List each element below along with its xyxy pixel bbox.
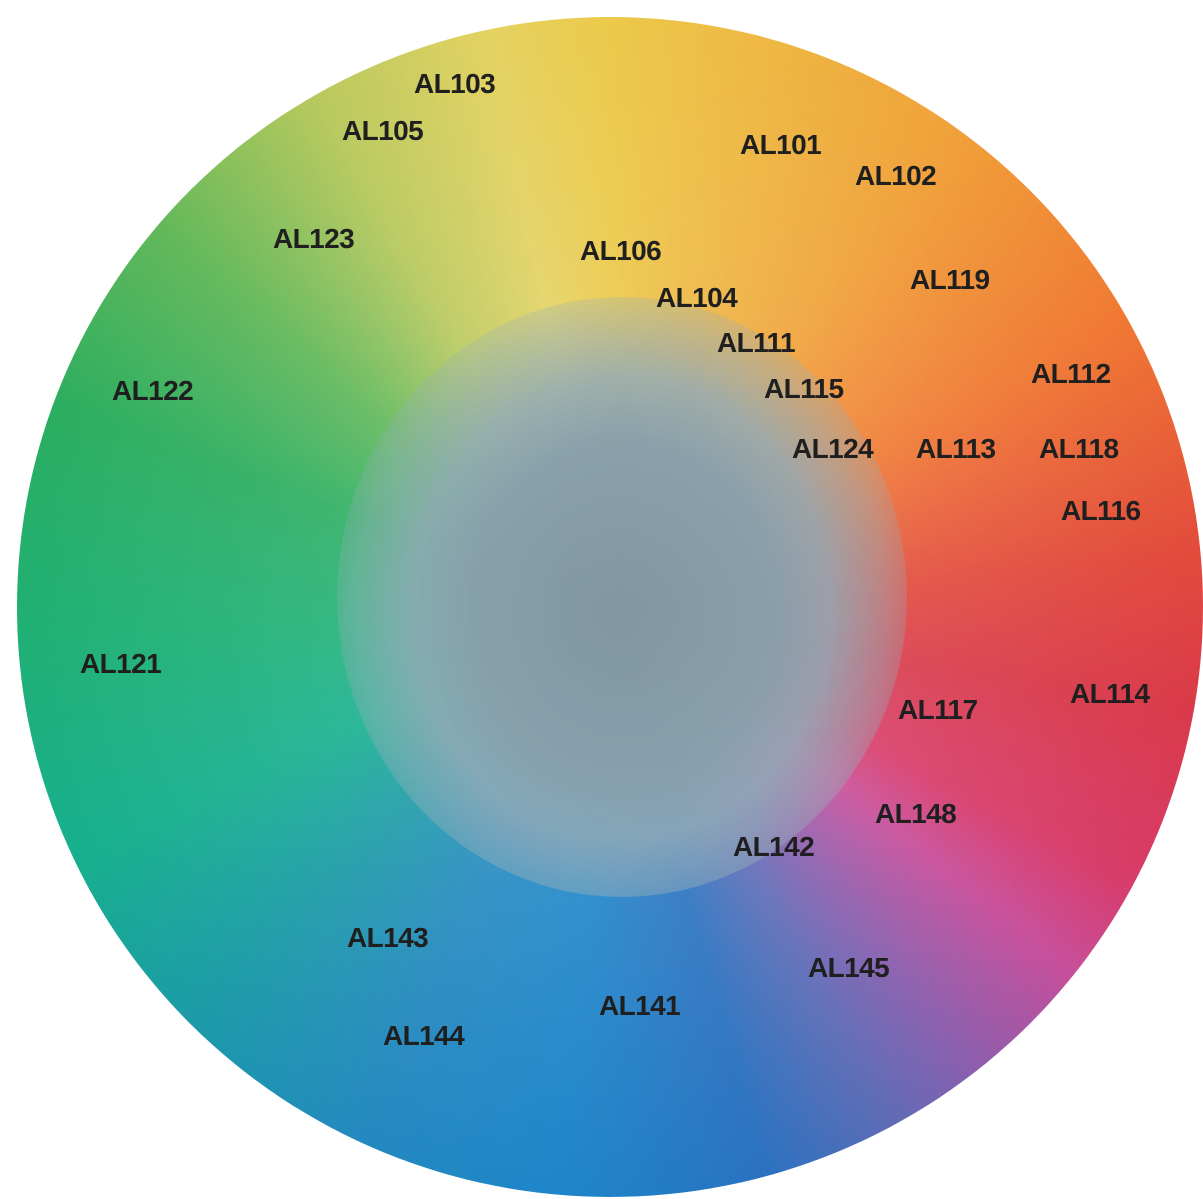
label-al118: AL118: [1039, 433, 1119, 464]
color-wheel: [17, 17, 1203, 1197]
label-al123: AL123: [273, 223, 355, 254]
label-al101: AL101: [740, 129, 822, 160]
label-al144: AL144: [383, 1020, 465, 1051]
label-al102: AL102: [855, 160, 937, 191]
label-al121: AL121: [80, 648, 162, 679]
label-al145: AL145: [808, 952, 890, 983]
label-al117: AL117: [898, 694, 978, 725]
label-al119: AL119: [910, 264, 990, 295]
label-al143: AL143: [347, 922, 429, 953]
label-al122: AL122: [112, 375, 194, 406]
label-al115: AL115: [764, 373, 844, 404]
label-al106: AL106: [580, 235, 662, 266]
label-al142: AL142: [733, 831, 815, 862]
wheel-neutral-center: [337, 297, 907, 897]
label-al105: AL105: [342, 115, 424, 146]
label-al124: AL124: [792, 433, 874, 464]
label-al114: AL114: [1070, 678, 1150, 709]
label-al148: AL148: [875, 798, 957, 829]
color-wheel-disc: [17, 17, 1203, 1197]
label-al141: AL141: [599, 990, 681, 1021]
label-al111: AL111: [717, 327, 796, 358]
label-al104: AL104: [656, 282, 738, 313]
label-al112: AL112: [1031, 358, 1111, 389]
label-al116: AL116: [1061, 495, 1141, 526]
label-al103: AL103: [414, 68, 496, 99]
label-al113: AL113: [916, 433, 996, 464]
